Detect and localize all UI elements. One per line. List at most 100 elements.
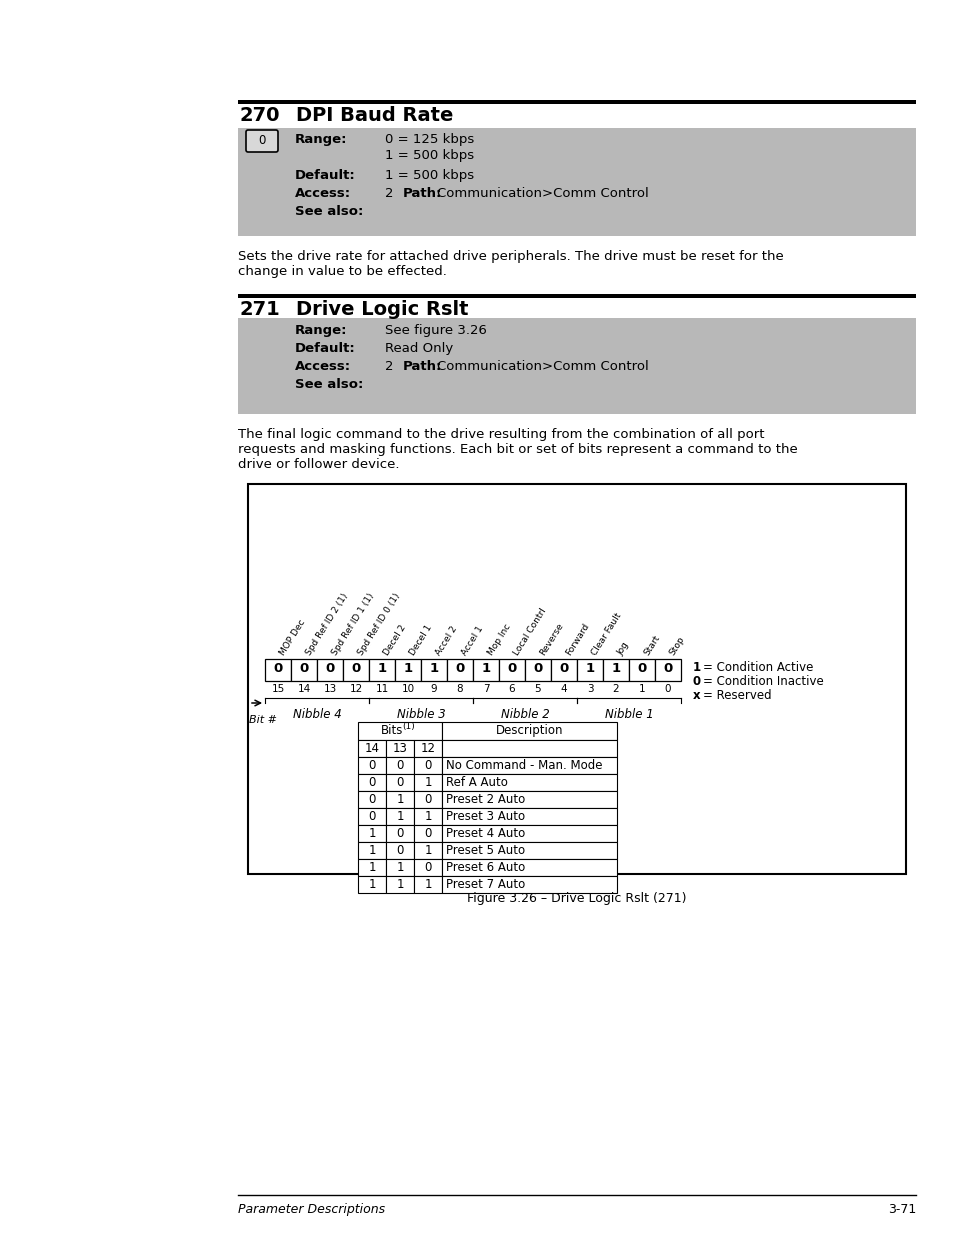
- Text: 1: 1: [692, 661, 700, 674]
- Text: Default:: Default:: [294, 169, 355, 182]
- Text: 271: 271: [240, 300, 280, 319]
- Text: Accel 2: Accel 2: [434, 625, 458, 657]
- Text: Ref A Auto: Ref A Auto: [446, 776, 507, 789]
- Text: The final logic command to the drive resulting from the combination of all port
: The final logic command to the drive res…: [237, 429, 797, 471]
- Bar: [414, 790, 441, 808]
- Text: 0: 0: [258, 135, 265, 147]
- Bar: [386, 808, 414, 825]
- Text: 0: 0: [395, 827, 403, 840]
- Text: 0: 0: [368, 760, 375, 772]
- Bar: [357, 740, 386, 757]
- Text: See figure 3.26: See figure 3.26: [385, 324, 486, 337]
- Text: 0: 0: [664, 684, 671, 694]
- Text: 0: 0: [533, 662, 542, 676]
- Text: 5: 5: [534, 684, 540, 694]
- Text: MOP Dec: MOP Dec: [277, 618, 307, 657]
- Text: 1: 1: [395, 793, 403, 806]
- Bar: [414, 842, 441, 860]
- Text: = Condition Active: = Condition Active: [702, 661, 813, 674]
- Text: 2: 2: [612, 684, 618, 694]
- Bar: [237, 294, 915, 298]
- Bar: [237, 128, 915, 236]
- Text: Preset 6 Auto: Preset 6 Auto: [446, 861, 525, 874]
- Bar: [386, 825, 414, 842]
- Bar: [441, 774, 617, 790]
- Bar: [357, 842, 386, 860]
- Text: Start: Start: [641, 634, 660, 657]
- Text: Stop: Stop: [667, 635, 686, 657]
- Text: = Condition Inactive: = Condition Inactive: [702, 676, 822, 688]
- Text: 11: 11: [375, 684, 388, 694]
- Text: x: x: [692, 689, 700, 701]
- Bar: [441, 757, 617, 774]
- Text: 0: 0: [424, 760, 432, 772]
- Text: 2: 2: [385, 186, 393, 200]
- Text: Decel 1: Decel 1: [408, 624, 434, 657]
- Text: Forward: Forward: [563, 621, 590, 657]
- Text: 270: 270: [240, 106, 280, 125]
- Bar: [628, 659, 655, 680]
- Text: 0: 0: [637, 662, 646, 676]
- Bar: [386, 774, 414, 790]
- Text: 14: 14: [364, 742, 379, 755]
- Bar: [441, 860, 617, 876]
- Bar: [414, 740, 441, 757]
- Text: Bits: Bits: [380, 724, 403, 737]
- Text: 0: 0: [368, 810, 375, 823]
- Bar: [357, 757, 386, 774]
- Text: Read Only: Read Only: [385, 342, 453, 354]
- Bar: [441, 876, 617, 893]
- Text: Preset 7 Auto: Preset 7 Auto: [446, 878, 525, 890]
- Bar: [369, 659, 395, 680]
- Text: Spd Ref ID 1 (1): Spd Ref ID 1 (1): [330, 592, 375, 657]
- Text: 0: 0: [424, 827, 432, 840]
- Text: 12: 12: [420, 742, 435, 755]
- Text: 0: 0: [455, 662, 464, 676]
- Text: 0: 0: [351, 662, 360, 676]
- Bar: [357, 876, 386, 893]
- Text: = Reserved: = Reserved: [702, 689, 771, 701]
- Text: 1: 1: [395, 810, 403, 823]
- Text: Preset 2 Auto: Preset 2 Auto: [446, 793, 525, 806]
- Bar: [357, 825, 386, 842]
- Text: Mop Inc: Mop Inc: [485, 622, 512, 657]
- Bar: [265, 659, 291, 680]
- Text: (1): (1): [402, 722, 415, 731]
- Text: Communication>Comm Control: Communication>Comm Control: [436, 359, 648, 373]
- Text: Access:: Access:: [294, 359, 351, 373]
- Text: Decel 2: Decel 2: [381, 624, 407, 657]
- Text: DPI Baud Rate: DPI Baud Rate: [295, 106, 453, 125]
- Bar: [441, 790, 617, 808]
- Bar: [248, 484, 905, 874]
- Bar: [291, 659, 316, 680]
- Text: 1 = 500 kbps: 1 = 500 kbps: [385, 149, 474, 162]
- Text: Communication>Comm Control: Communication>Comm Control: [436, 186, 648, 200]
- Text: Description: Description: [496, 724, 562, 737]
- Text: Path:: Path:: [402, 359, 442, 373]
- Bar: [498, 659, 524, 680]
- Bar: [386, 790, 414, 808]
- Bar: [602, 659, 628, 680]
- Text: Nibble 1: Nibble 1: [604, 708, 653, 721]
- Text: 1: 1: [424, 878, 432, 890]
- Text: 1: 1: [429, 662, 438, 676]
- Text: 1: 1: [424, 776, 432, 789]
- Text: Access:: Access:: [294, 186, 351, 200]
- Text: 0: 0: [368, 793, 375, 806]
- Bar: [414, 860, 441, 876]
- Bar: [357, 860, 386, 876]
- Text: 1 = 500 kbps: 1 = 500 kbps: [385, 169, 474, 182]
- Text: 13: 13: [392, 742, 407, 755]
- Text: 9: 9: [430, 684, 436, 694]
- Text: Figure 3.26 – Drive Logic Rslt (271): Figure 3.26 – Drive Logic Rslt (271): [467, 892, 686, 905]
- Text: Range:: Range:: [294, 133, 347, 146]
- Text: 0 = 125 kbps: 0 = 125 kbps: [385, 133, 474, 146]
- Text: Clear Fault: Clear Fault: [589, 611, 622, 657]
- Text: 7: 7: [482, 684, 489, 694]
- Bar: [473, 659, 498, 680]
- Bar: [395, 659, 420, 680]
- Text: 0: 0: [424, 861, 432, 874]
- Text: 0: 0: [395, 760, 403, 772]
- Bar: [577, 659, 602, 680]
- Text: 1: 1: [368, 827, 375, 840]
